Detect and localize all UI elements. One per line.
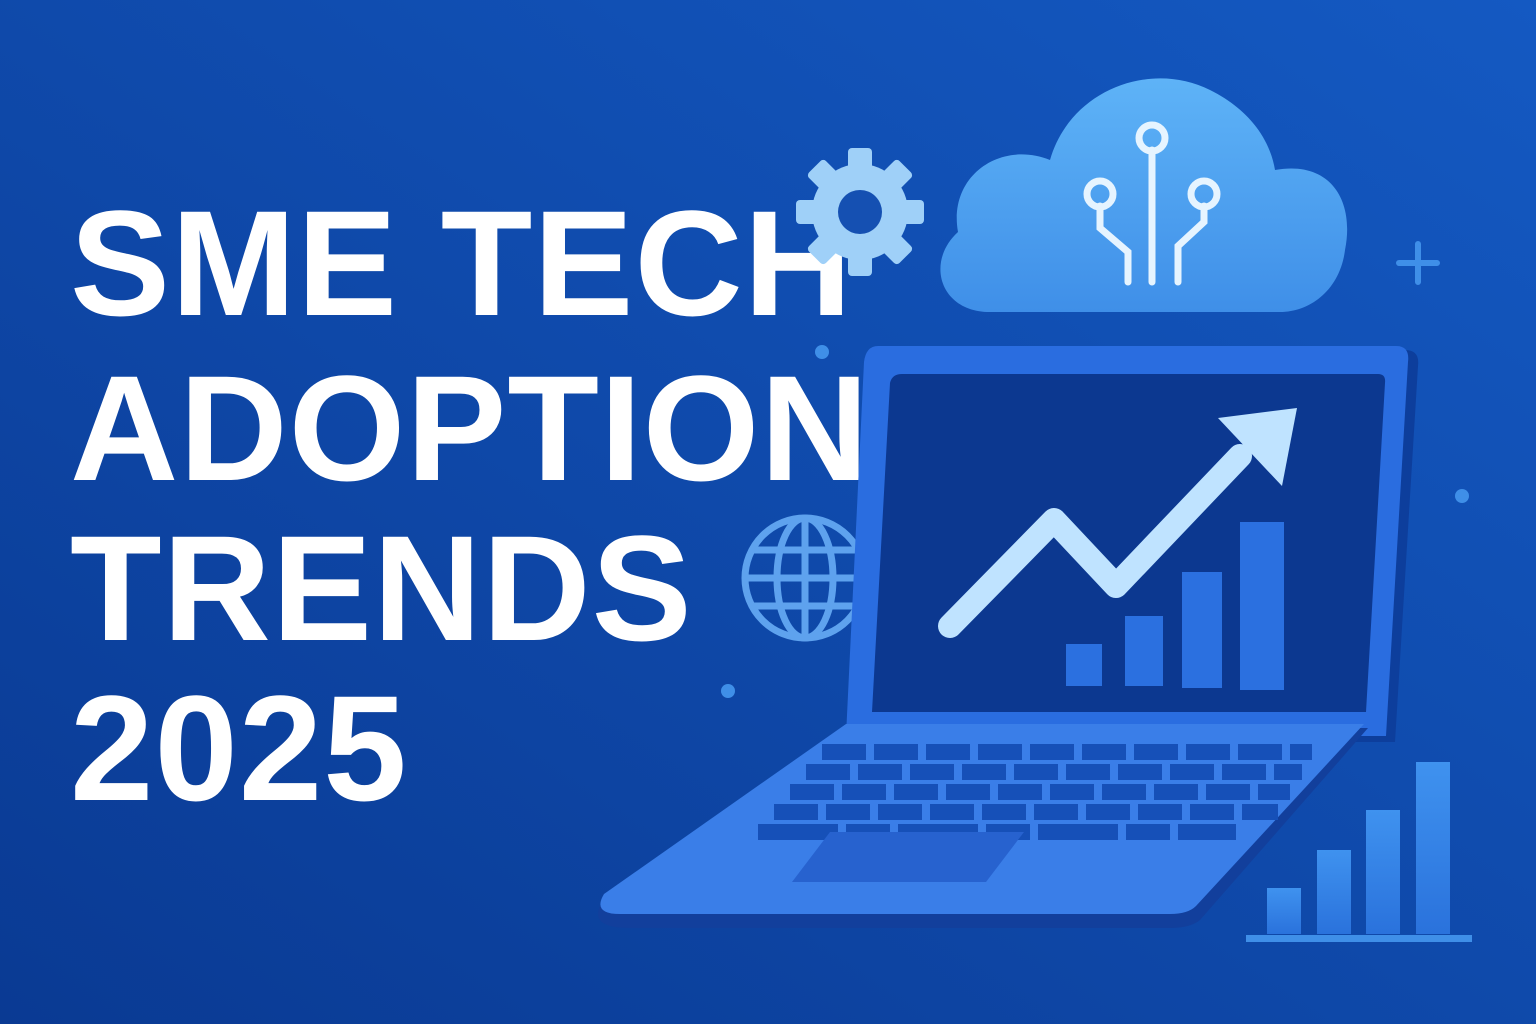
plus-icon — [1396, 241, 1440, 285]
headline-line: 2025 — [70, 664, 408, 832]
gear-icon — [796, 148, 924, 276]
globe-icon — [741, 514, 869, 642]
dot — [815, 345, 829, 359]
headline-line: SME TECH — [70, 179, 853, 347]
bar-graph-icon — [1246, 762, 1472, 942]
dot — [721, 684, 735, 698]
headline-line: TRENDS — [70, 504, 693, 672]
headline-line: ADOPTION — [70, 344, 870, 512]
dot — [1455, 489, 1469, 503]
laptop-illustration — [598, 346, 1419, 928]
cloud-icon — [940, 78, 1348, 312]
